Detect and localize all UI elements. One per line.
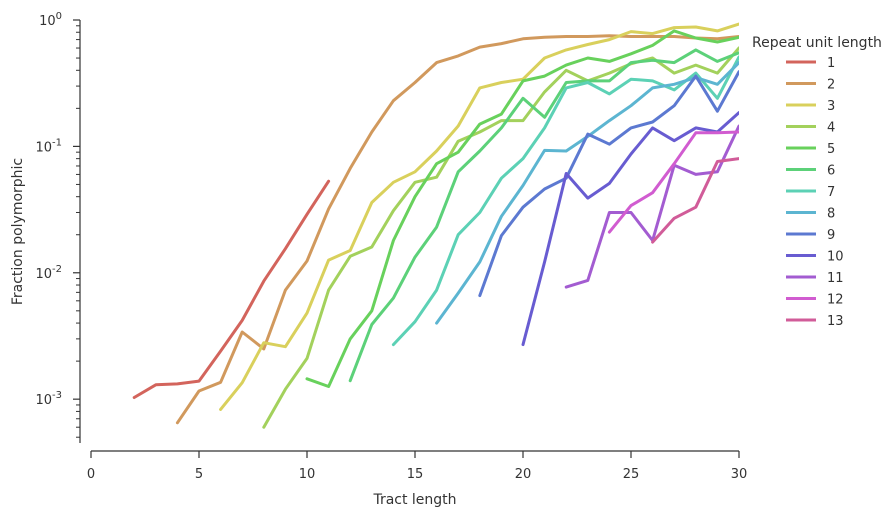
- series-line-13: [651, 157, 739, 244]
- y-tick-label: 100: [39, 11, 62, 29]
- y-axis-title: Fraction polymorphic: [10, 158, 26, 305]
- x-tick-label: 0: [87, 467, 95, 482]
- series-line-9: [478, 70, 739, 298]
- series-line-6: [348, 48, 739, 383]
- x-tick-label: 15: [407, 467, 424, 482]
- legend-label: 4: [827, 121, 835, 136]
- series-line-8: [435, 61, 739, 325]
- legend-label: 8: [827, 207, 835, 222]
- series-line-7: [391, 55, 739, 347]
- legend-title: Repeat unit length: [752, 35, 882, 51]
- series-line-3: [219, 22, 739, 411]
- series-line-12: [607, 130, 739, 234]
- series-line-2: [175, 34, 739, 425]
- plot-area: [132, 22, 739, 429]
- x-tick-label: 20: [515, 467, 532, 482]
- legend-label: 2: [827, 78, 835, 93]
- x-tick-label: 5: [195, 467, 203, 482]
- x-tick-label: 30: [731, 467, 748, 482]
- legend-label: 11: [827, 271, 844, 286]
- series-line-4: [262, 46, 739, 429]
- y-tick-label: 10-2: [35, 264, 62, 282]
- series-line-11: [564, 124, 739, 289]
- y-axis: 10-3 10-2 10-1 100: [35, 11, 80, 438]
- x-tick-label: 10: [299, 467, 316, 482]
- legend-label: 7: [827, 185, 835, 200]
- legend-label: 9: [827, 228, 835, 243]
- series-line-1: [132, 179, 331, 399]
- legend-label: 5: [827, 142, 835, 157]
- legend-label: 3: [827, 99, 835, 114]
- x-axis: 0 5 10 15 20 25 30: [87, 451, 747, 482]
- y-tick-label: 10-3: [35, 390, 62, 408]
- y-tick-label: 10-1: [35, 137, 62, 155]
- legend-label: 12: [827, 293, 844, 308]
- series-line-5: [305, 29, 739, 388]
- x-axis-title: Tract length: [372, 492, 456, 508]
- x-tick-label: 25: [623, 467, 640, 482]
- legend-label: 13: [827, 314, 844, 329]
- series-line-10: [521, 111, 739, 347]
- legend-label: 1: [827, 56, 835, 71]
- legend-label: 10: [827, 250, 844, 265]
- legend-label: 6: [827, 164, 835, 179]
